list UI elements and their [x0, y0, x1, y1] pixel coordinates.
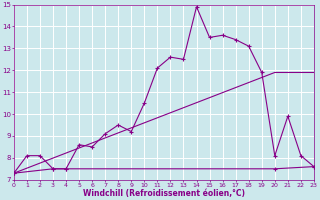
X-axis label: Windchill (Refroidissement éolien,°C): Windchill (Refroidissement éolien,°C) — [83, 189, 245, 198]
